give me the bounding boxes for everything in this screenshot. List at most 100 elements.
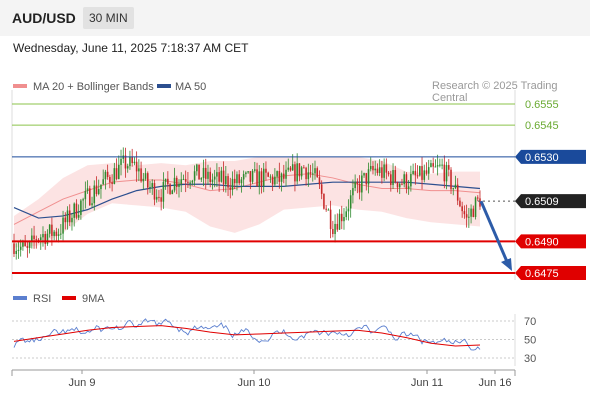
candle-body [294, 164, 296, 182]
candle-body [37, 239, 40, 241]
candle-body [316, 168, 319, 178]
candle-body [262, 168, 265, 187]
candle-body [323, 193, 325, 209]
candle-body [51, 224, 53, 236]
candle-body [213, 176, 216, 180]
candle-body [403, 174, 405, 185]
candle-body [191, 180, 194, 183]
candle-body [300, 167, 303, 177]
bollinger-band [14, 156, 480, 248]
candle-body [345, 211, 348, 218]
candle-body [64, 217, 67, 223]
candle-body [334, 223, 336, 235]
candle-body [167, 178, 169, 185]
projection-arrow-shaft [479, 200, 510, 265]
candle-body [104, 171, 107, 180]
candle-body [211, 179, 214, 182]
candle-body [28, 241, 31, 248]
candle-body [376, 168, 379, 173]
candle-body [369, 165, 372, 170]
candle-body [416, 175, 419, 177]
candle-body [454, 184, 457, 189]
timeframe-button[interactable]: 30 MIN [83, 7, 134, 29]
candle-body [385, 164, 388, 173]
level-tag-pivot [515, 149, 586, 164]
candle-body [71, 217, 73, 223]
candle-body [247, 171, 249, 173]
candle-body [439, 164, 441, 166]
rsi-tick-label: 70 [524, 316, 536, 328]
level-label-target: 0.6555 [525, 99, 559, 111]
candle-body [100, 184, 102, 190]
candle-body [340, 213, 343, 222]
candle-body [434, 166, 437, 168]
candle-body [383, 164, 385, 178]
candle-body [356, 181, 359, 185]
candle-body [35, 239, 38, 241]
candle-body [452, 188, 455, 190]
legend-ma20-label: MA 20 + Bollinger Bands [33, 81, 154, 93]
candle-body [354, 181, 356, 189]
candle-body [476, 197, 479, 199]
candle-body [242, 174, 245, 180]
candle-body [126, 166, 129, 169]
candle-body [229, 187, 232, 190]
candle-body [124, 155, 127, 169]
legend-ma50-swatch [157, 84, 171, 88]
candle-body [472, 208, 475, 217]
candle-body [436, 165, 439, 167]
legend-9ma-swatch [62, 296, 76, 300]
timestamp: Wednesday, June 11, 2025 7:18:37 AM CET [13, 41, 249, 55]
candle-body [225, 176, 227, 185]
candle-body [280, 173, 283, 182]
candle-body [129, 156, 131, 167]
candle-body [151, 183, 154, 187]
level-label-pivot: 0.6530 [525, 152, 559, 164]
candle-body [307, 172, 310, 180]
candle-body [13, 243, 15, 254]
candle-body [311, 173, 314, 175]
candle-body [102, 179, 104, 185]
candle-body [48, 224, 51, 234]
candle-body [120, 158, 122, 165]
candle-body [31, 235, 33, 242]
candle-body [443, 164, 446, 182]
candle-body [298, 163, 301, 177]
candle-body [425, 170, 428, 174]
candle-body [374, 168, 376, 171]
candle-body [202, 167, 205, 179]
candle-body [260, 171, 263, 187]
candle-body [378, 167, 381, 173]
candle-body [200, 178, 203, 180]
candle-body [53, 231, 55, 236]
level-label-support: 0.6475 [525, 268, 559, 280]
level-label-current: 0.6509 [525, 196, 559, 208]
candle-body [66, 210, 69, 223]
candle-body [44, 233, 46, 244]
candle-body [17, 249, 20, 251]
candle-body [336, 223, 339, 230]
candle-body [283, 173, 285, 179]
candle-body [187, 181, 189, 183]
candle-body [430, 163, 432, 168]
copyright-notice: Research © 2025 Trading Central [432, 80, 558, 104]
candle-body [287, 167, 290, 170]
candle-body [158, 196, 160, 198]
candle-body [222, 170, 225, 185]
candle-body [432, 163, 434, 167]
rsi-tick-label: 30 [524, 353, 536, 365]
level-label-support: 0.6490 [525, 236, 559, 248]
candle-body [138, 168, 140, 172]
candle-body [289, 167, 292, 171]
candle-body [106, 171, 109, 177]
candle-body [258, 171, 261, 187]
candle-body [407, 186, 410, 189]
candle-body [68, 210, 71, 223]
candle-body [367, 169, 370, 185]
candle-body [332, 229, 334, 235]
candle-body [180, 179, 183, 184]
candle-body [26, 246, 29, 248]
candle-body [131, 156, 133, 164]
candle-body [75, 203, 78, 218]
level-tag-current [515, 194, 586, 209]
